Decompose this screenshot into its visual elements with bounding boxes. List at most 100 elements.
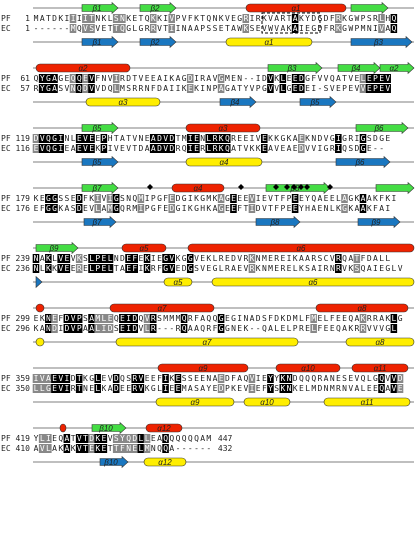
residue: R: [206, 324, 211, 333]
residue: E: [132, 14, 137, 23]
residue: Q: [77, 74, 82, 83]
residue: K: [348, 324, 353, 333]
residue: G: [46, 384, 51, 393]
residue: A: [120, 134, 125, 143]
residue: S: [305, 264, 310, 273]
residue: K: [256, 264, 261, 273]
residue: S: [188, 374, 193, 383]
residue: L: [385, 254, 390, 263]
residue: K: [231, 384, 236, 393]
residue: E: [348, 374, 353, 383]
residue: K: [206, 204, 211, 213]
pf-strand-unlabeled: [350, 1, 389, 15]
residue: N: [34, 264, 39, 273]
residue: V: [330, 254, 335, 263]
residue: A: [163, 84, 168, 93]
residue: K: [293, 254, 298, 263]
residue: E: [108, 314, 113, 323]
ec-start-number: 176: [16, 204, 31, 213]
residue: D: [65, 314, 70, 323]
residue: R: [139, 84, 144, 93]
residue: E: [176, 374, 181, 383]
residue: E: [317, 204, 322, 213]
residue: V: [77, 434, 82, 443]
residue: E: [299, 384, 304, 393]
residue: V: [213, 74, 218, 83]
pf-helix-α3: α3: [185, 123, 261, 133]
residue: A: [355, 384, 360, 393]
ec-start-number: 116: [16, 144, 31, 153]
residue: D: [311, 14, 316, 23]
pf-helix-α4: α4: [171, 183, 225, 193]
residue: F: [330, 14, 335, 23]
residue: I: [373, 264, 378, 273]
residue: D: [89, 434, 94, 443]
residue: E: [77, 144, 82, 153]
residue: D: [120, 254, 125, 263]
residue: L: [108, 254, 113, 263]
residue: I: [256, 374, 261, 383]
ec-row-label: EC: [1, 264, 11, 273]
residue: S: [262, 314, 267, 323]
residue: L: [89, 264, 94, 273]
residue: P: [287, 194, 292, 203]
residue: V: [108, 434, 113, 443]
residue: A: [231, 144, 236, 153]
residue: G: [151, 204, 156, 213]
residue-marker-diamond: [327, 184, 333, 190]
residue: E: [237, 134, 242, 143]
residue: V: [169, 254, 174, 263]
residue: F: [40, 204, 45, 213]
residue: P: [151, 194, 156, 203]
residue: V: [40, 144, 45, 153]
residue: R: [213, 134, 218, 143]
residue: E: [52, 314, 57, 323]
pf-ss-label: α2: [78, 64, 88, 73]
pf-helix-α2: α2: [35, 63, 131, 73]
residue: G: [219, 204, 224, 213]
residue: A: [219, 194, 224, 203]
ec-helix-α11: α11: [323, 397, 411, 407]
residue: E: [330, 324, 335, 333]
residue: -: [317, 84, 322, 93]
residue: I: [250, 384, 255, 393]
residue: L: [367, 374, 372, 383]
residue: L: [379, 14, 384, 23]
residue: I: [145, 194, 150, 203]
pf-ss-label: α2: [389, 64, 399, 73]
residue: D: [34, 134, 39, 143]
residue: D: [324, 14, 329, 23]
residue: D: [157, 134, 162, 143]
residue: E: [287, 264, 292, 273]
residue: R: [200, 74, 205, 83]
residue: V: [243, 264, 248, 273]
residue: E: [102, 24, 107, 33]
residue: N: [256, 254, 261, 263]
residue: M: [71, 24, 76, 33]
residue: I: [256, 194, 261, 203]
residue: -: [194, 444, 199, 453]
residue: Q: [336, 324, 341, 333]
residue: K: [250, 254, 255, 263]
residue: E: [65, 254, 70, 263]
residue: D: [219, 384, 224, 393]
residue: R: [200, 144, 205, 153]
residue: G: [373, 374, 378, 383]
residue: Q: [108, 84, 113, 93]
residue: S: [324, 84, 329, 93]
residue: R: [280, 14, 285, 23]
residue: T: [77, 384, 82, 393]
ec-strand-β7: β7: [83, 215, 117, 229]
residue: M: [225, 74, 230, 83]
residue: D: [317, 134, 322, 143]
residue: K: [169, 74, 174, 83]
residue: A: [280, 24, 285, 33]
ec-row-label: EC: [1, 84, 11, 93]
residue: Q: [361, 374, 366, 383]
pf-row-label: PF: [1, 314, 11, 323]
residue: M: [206, 194, 211, 203]
residue: Y: [268, 384, 273, 393]
residue: E: [120, 144, 125, 153]
residue: M: [262, 254, 267, 263]
